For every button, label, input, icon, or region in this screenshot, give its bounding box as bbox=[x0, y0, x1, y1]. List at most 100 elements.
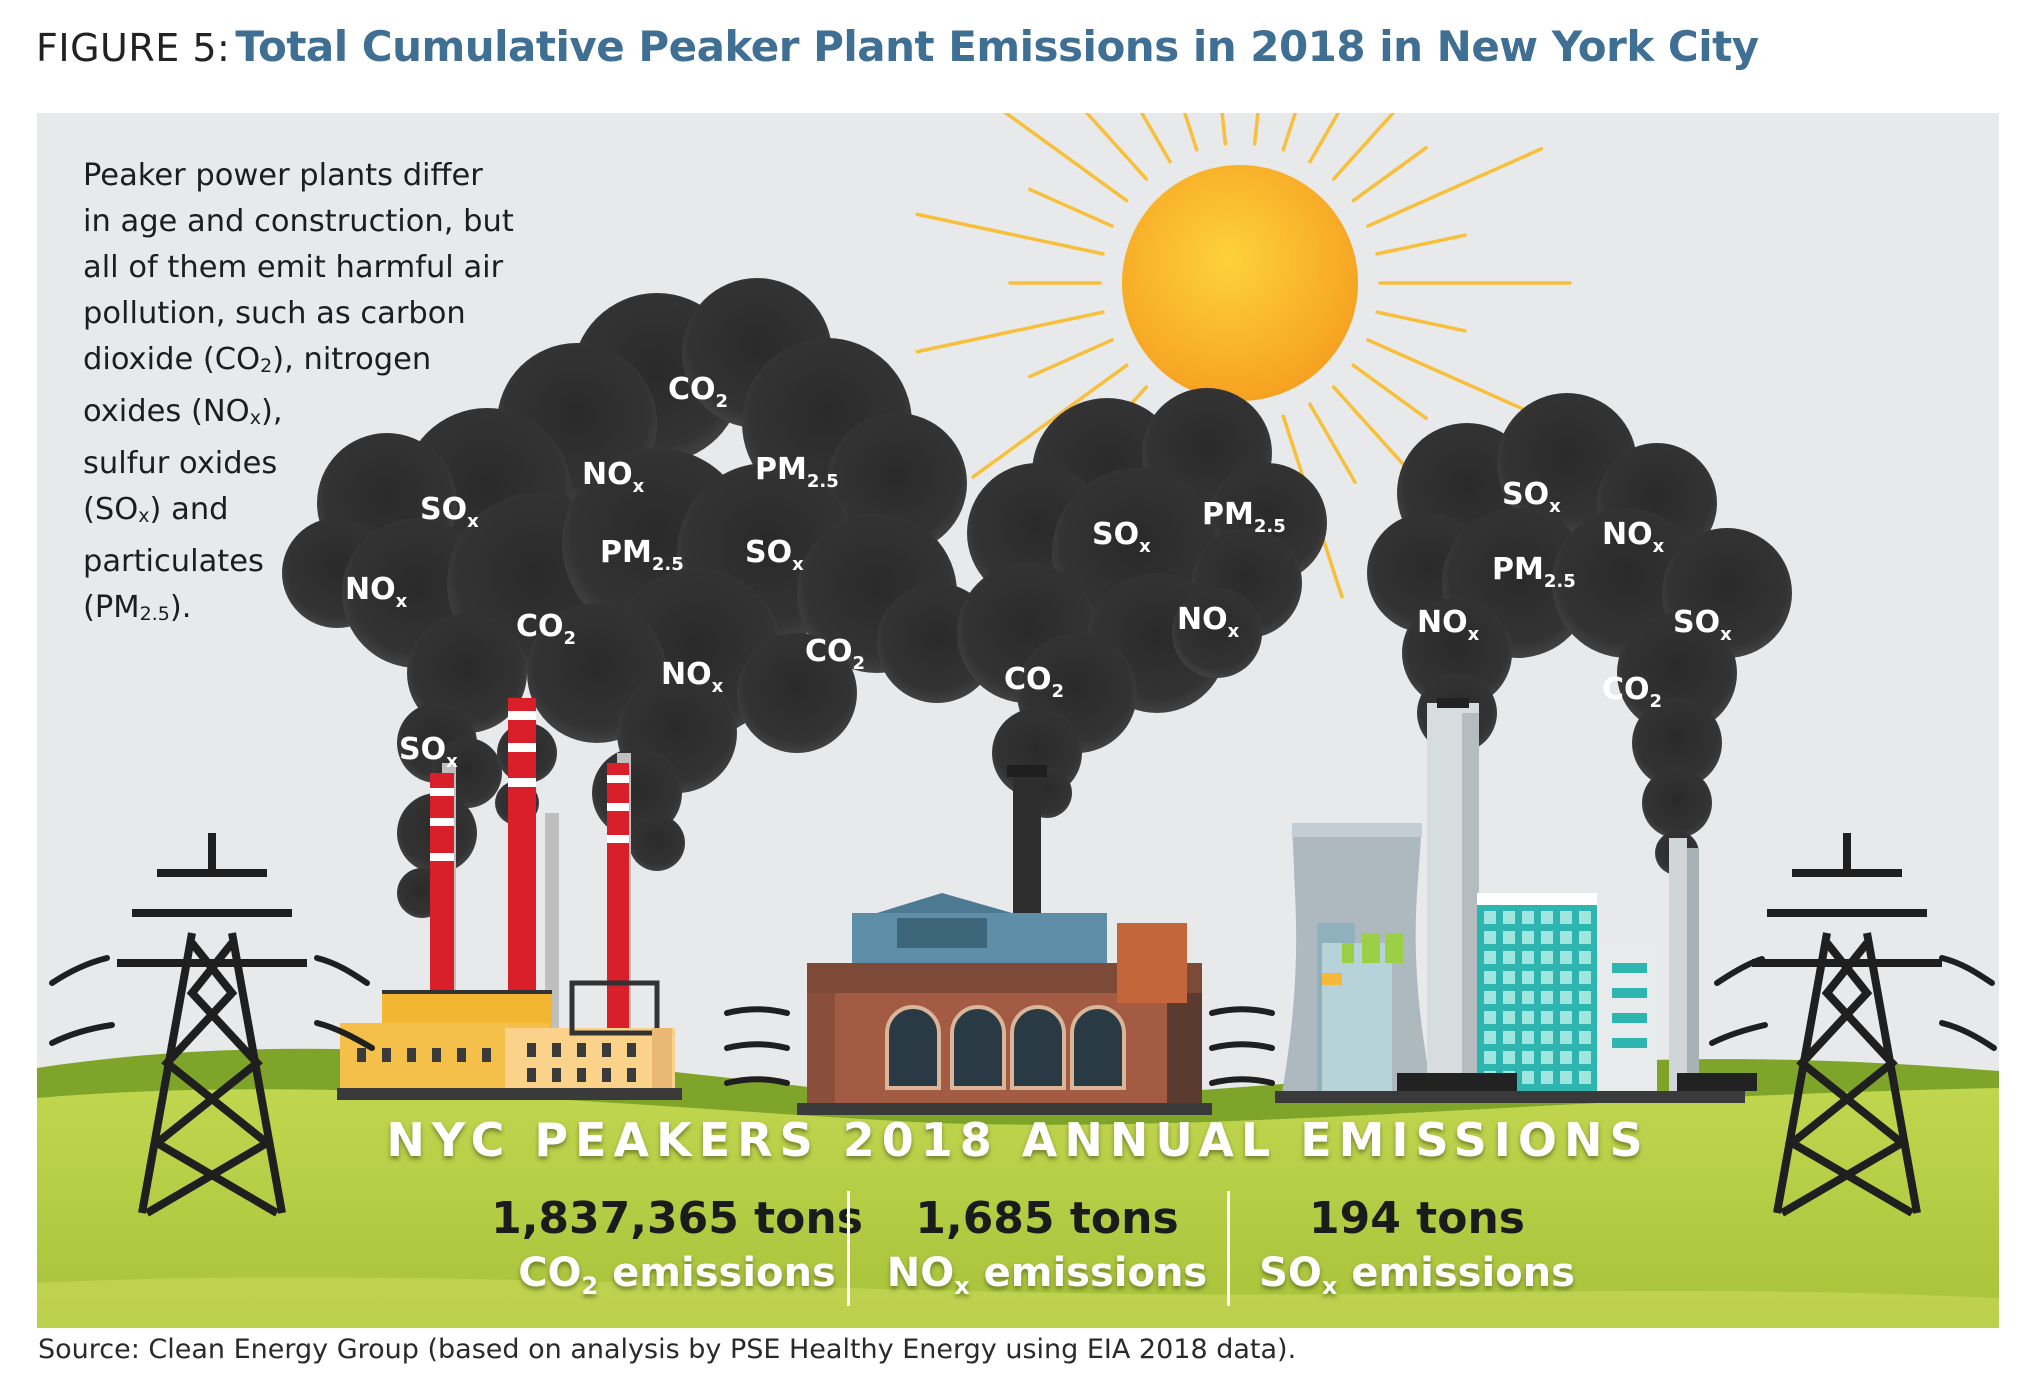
stat-nox-value: 1,685 tons bbox=[915, 1193, 1179, 1244]
arched-window bbox=[1010, 1005, 1066, 1090]
window bbox=[1560, 971, 1572, 984]
window bbox=[577, 1068, 586, 1082]
window bbox=[482, 1048, 491, 1062]
arched-window bbox=[950, 1005, 1006, 1090]
window bbox=[1522, 1071, 1534, 1084]
window bbox=[1503, 951, 1515, 964]
window bbox=[1560, 931, 1572, 944]
intro-line: in age and construction, but bbox=[83, 204, 514, 239]
window bbox=[407, 1048, 416, 1062]
intro-paragraph: Peaker power plants differ in age and co… bbox=[83, 153, 623, 637]
window bbox=[1503, 971, 1515, 984]
smoke-cloud-left bbox=[282, 278, 997, 918]
pollutant-label-co2: CO2 bbox=[1602, 672, 1663, 713]
pollutant-label-pm25: PM2.5 bbox=[755, 452, 839, 493]
window bbox=[1560, 991, 1572, 1004]
window bbox=[1541, 951, 1553, 964]
pollutant-label-sox: SOx bbox=[1092, 517, 1151, 558]
pollutant-label-nox: NOx bbox=[1177, 602, 1240, 643]
window bbox=[1541, 1051, 1553, 1064]
window bbox=[602, 1068, 611, 1082]
sun-ray bbox=[1084, 113, 1149, 181]
window bbox=[1522, 991, 1534, 1004]
window bbox=[1579, 1071, 1591, 1084]
window bbox=[432, 1048, 441, 1062]
figure-label: FIGURE 5: bbox=[36, 26, 231, 70]
grass-hills bbox=[37, 1048, 1999, 1328]
window bbox=[1541, 991, 1553, 1004]
window bbox=[1541, 1031, 1553, 1044]
smoke-cloud-center bbox=[957, 388, 1327, 818]
window bbox=[527, 1043, 536, 1057]
center-power-plant bbox=[797, 765, 1212, 1115]
window bbox=[552, 1068, 561, 1082]
power-wires bbox=[49, 955, 1997, 1086]
pollutant-label-pm25: PM2.5 bbox=[1492, 552, 1576, 593]
window bbox=[1560, 911, 1572, 924]
sun-ray bbox=[1375, 310, 1467, 333]
window bbox=[1560, 1031, 1572, 1044]
emissions-heading: NYC PEAKERS 2018 ANNUAL EMISSIONS bbox=[386, 1113, 1650, 1167]
window bbox=[1484, 951, 1496, 964]
intro-line: sulfur oxides bbox=[83, 446, 278, 481]
infographic-panel: Peaker power plants differ in age and co… bbox=[37, 113, 1999, 1328]
pollutant-label-co2: CO2 bbox=[1004, 662, 1065, 703]
pollutant-label-co2: CO2 bbox=[805, 634, 866, 675]
sun-ray bbox=[915, 310, 1105, 354]
window bbox=[457, 1048, 466, 1062]
stat-nox: 1,685 tons NOx emissions bbox=[877, 1191, 1217, 1312]
window bbox=[1522, 971, 1534, 984]
window bbox=[1484, 971, 1496, 984]
window bbox=[1579, 951, 1591, 964]
pollutant-label-nox: NOx bbox=[345, 572, 408, 613]
window bbox=[1522, 1031, 1534, 1044]
pollutant-label-sox: SOx bbox=[1502, 477, 1561, 518]
sun-ray bbox=[1182, 113, 1199, 152]
window bbox=[1503, 931, 1515, 944]
stat-sox-value: 194 tons bbox=[1309, 1193, 1525, 1244]
stat-co2-label: CO2 emissions bbox=[518, 1250, 836, 1300]
window bbox=[382, 1048, 391, 1062]
pollutant-label-co2: CO2 bbox=[668, 372, 729, 413]
sun-ray bbox=[971, 363, 1129, 479]
stat-divider bbox=[1227, 1191, 1230, 1306]
pollutant-label-sox: SOx bbox=[399, 732, 458, 773]
sun-ray bbox=[1366, 338, 1544, 419]
window bbox=[1560, 1071, 1572, 1084]
pollutant-label-pm25: PM2.5 bbox=[1202, 497, 1286, 538]
sun-ray bbox=[1308, 402, 1357, 484]
window bbox=[1503, 1031, 1515, 1044]
left-power-plant bbox=[337, 698, 682, 1100]
window bbox=[1579, 911, 1591, 924]
sun-ray bbox=[1366, 147, 1544, 228]
sun-ray bbox=[1351, 363, 1428, 420]
window bbox=[1484, 911, 1496, 924]
intro-line: dioxide (CO2), nitrogen bbox=[83, 342, 432, 377]
window bbox=[1484, 931, 1496, 944]
window bbox=[602, 1043, 611, 1057]
illustration-scene bbox=[37, 113, 1999, 1328]
window bbox=[1503, 1011, 1515, 1024]
window bbox=[1503, 911, 1515, 924]
transmission-tower-icon-left bbox=[117, 833, 307, 1217]
sun-ray bbox=[1375, 233, 1467, 256]
intro-line: particulates bbox=[83, 544, 264, 579]
transmission-tower-icon-right bbox=[1752, 833, 1942, 1217]
window bbox=[1541, 931, 1553, 944]
stat-sox: 194 tons SOx emissions bbox=[1247, 1191, 1587, 1312]
pollutant-label-nox: NOx bbox=[1602, 517, 1665, 558]
window bbox=[1579, 971, 1591, 984]
sun-ray bbox=[1331, 113, 1396, 181]
intro-line: (SOx) and bbox=[83, 492, 229, 527]
stat-nox-label: NOx emissions bbox=[886, 1250, 1208, 1300]
intro-line: pollution, such as carbon bbox=[83, 296, 466, 331]
pollutant-label-pm25: PM2.5 bbox=[600, 535, 684, 576]
stat-co2-value: 1,837,365 tons bbox=[491, 1193, 863, 1244]
window bbox=[1522, 951, 1534, 964]
window bbox=[1579, 1051, 1591, 1064]
sun-ray bbox=[1028, 187, 1114, 228]
sun-ray bbox=[1139, 113, 1172, 164]
stat-divider bbox=[847, 1191, 850, 1306]
sun-ray bbox=[1351, 146, 1428, 203]
window bbox=[1579, 931, 1591, 944]
